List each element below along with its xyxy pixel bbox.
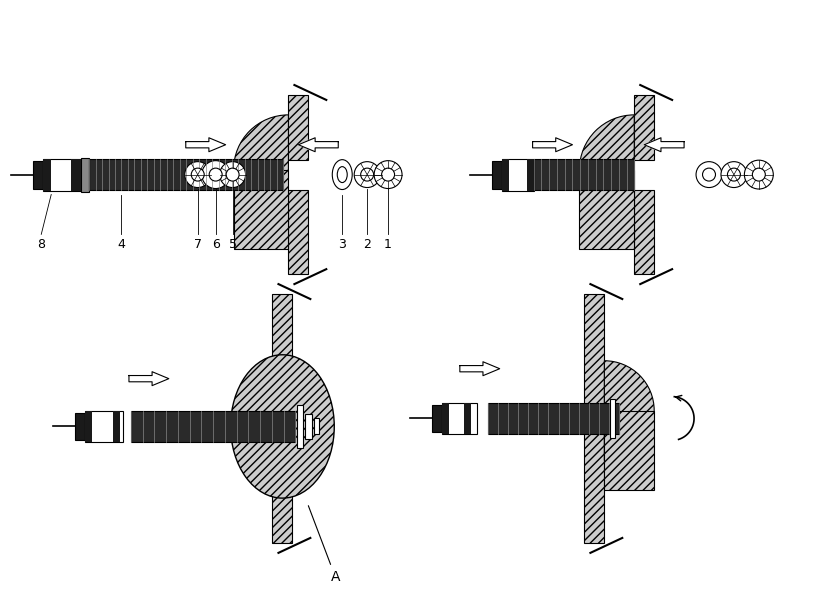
Bar — [85, 410, 92, 442]
Bar — [289, 95, 308, 160]
Bar — [131, 411, 295, 442]
Bar — [634, 95, 654, 160]
Circle shape — [184, 161, 211, 188]
Text: 1: 1 — [385, 238, 392, 252]
Bar — [502, 159, 533, 191]
Ellipse shape — [332, 160, 352, 189]
Wedge shape — [233, 115, 289, 224]
Bar — [502, 159, 509, 191]
Bar — [305, 414, 313, 439]
Ellipse shape — [231, 355, 334, 498]
Circle shape — [209, 168, 222, 181]
Bar — [585, 294, 605, 543]
Ellipse shape — [337, 167, 347, 183]
Text: 4: 4 — [117, 238, 125, 252]
Circle shape — [226, 168, 239, 181]
Circle shape — [374, 161, 402, 189]
Polygon shape — [186, 138, 226, 152]
Bar — [289, 189, 308, 274]
Polygon shape — [644, 138, 684, 152]
Bar — [75, 412, 85, 440]
Bar — [464, 403, 471, 434]
Text: 6: 6 — [212, 238, 220, 252]
Text: 5: 5 — [228, 238, 237, 252]
Bar — [634, 189, 654, 274]
Text: 7: 7 — [194, 238, 202, 252]
Bar — [272, 294, 293, 543]
Text: 2: 2 — [363, 238, 371, 252]
Polygon shape — [129, 371, 169, 385]
Bar — [71, 159, 81, 191]
Circle shape — [702, 168, 715, 181]
Bar — [89, 159, 284, 190]
Bar — [442, 403, 449, 434]
Circle shape — [753, 168, 765, 181]
Circle shape — [354, 161, 380, 188]
Bar — [610, 398, 615, 438]
Bar — [442, 403, 477, 434]
Bar — [527, 159, 533, 191]
Circle shape — [696, 161, 722, 188]
Bar — [43, 159, 51, 191]
Bar — [85, 410, 123, 442]
Bar — [314, 418, 319, 434]
Bar — [605, 410, 654, 490]
Bar — [298, 404, 304, 448]
Text: A: A — [308, 505, 340, 584]
Bar — [43, 159, 81, 191]
Circle shape — [220, 161, 246, 188]
Circle shape — [361, 168, 374, 181]
Bar — [113, 410, 120, 442]
Wedge shape — [580, 115, 634, 224]
Circle shape — [381, 168, 394, 181]
Circle shape — [191, 168, 204, 181]
Bar — [533, 159, 634, 190]
Circle shape — [202, 161, 230, 189]
Circle shape — [728, 168, 740, 181]
Bar — [233, 170, 289, 249]
Text: 3: 3 — [338, 238, 347, 252]
Circle shape — [721, 161, 747, 188]
Bar — [492, 161, 502, 189]
Bar — [33, 161, 43, 189]
Text: 8: 8 — [37, 238, 45, 252]
Polygon shape — [299, 138, 338, 152]
Polygon shape — [460, 362, 500, 376]
Polygon shape — [533, 138, 572, 152]
Bar — [81, 158, 89, 191]
Circle shape — [744, 160, 773, 189]
Bar — [432, 404, 442, 432]
Bar — [488, 403, 619, 434]
Wedge shape — [605, 361, 654, 460]
Bar — [580, 170, 634, 249]
